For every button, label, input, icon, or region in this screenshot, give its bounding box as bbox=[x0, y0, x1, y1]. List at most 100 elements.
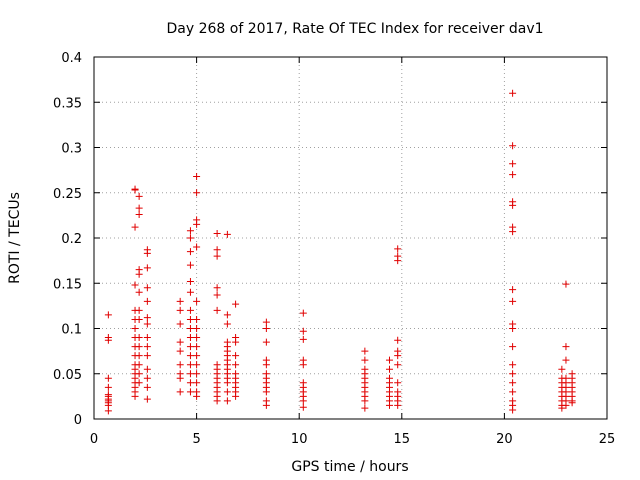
data-point bbox=[299, 403, 307, 411]
data-point bbox=[186, 248, 194, 256]
y-tick-label: 0 bbox=[74, 413, 82, 428]
data-point bbox=[135, 306, 143, 314]
y-tick-label: 0.25 bbox=[53, 187, 82, 202]
data-point bbox=[223, 388, 231, 396]
y-tick-label: 0.3 bbox=[61, 142, 82, 157]
data-point bbox=[232, 300, 240, 308]
data-point bbox=[299, 361, 307, 369]
data-point bbox=[143, 334, 151, 342]
data-point bbox=[394, 245, 402, 253]
data-point bbox=[213, 252, 221, 260]
data-point bbox=[186, 261, 194, 269]
data-point bbox=[131, 186, 139, 194]
data-point bbox=[186, 361, 194, 369]
chart-title: Day 268 of 2017, Rate Of TEC Index for r… bbox=[166, 21, 543, 37]
data-point bbox=[104, 383, 112, 391]
data-point bbox=[143, 374, 151, 382]
data-point bbox=[186, 315, 194, 323]
data-point bbox=[223, 379, 231, 387]
data-point bbox=[186, 288, 194, 296]
data-point bbox=[394, 352, 402, 360]
data-point bbox=[509, 388, 517, 396]
data-point bbox=[143, 320, 151, 328]
data-point bbox=[193, 334, 201, 342]
data-point bbox=[361, 347, 369, 355]
data-point bbox=[131, 325, 139, 332]
data-point bbox=[143, 343, 151, 351]
data-point bbox=[509, 297, 517, 305]
data-point bbox=[509, 89, 517, 97]
data-point bbox=[232, 392, 240, 400]
data-point bbox=[186, 370, 194, 378]
data-point bbox=[135, 379, 143, 387]
data-point bbox=[299, 309, 307, 317]
x-tick-label: 5 bbox=[192, 432, 200, 447]
data-point bbox=[213, 229, 221, 237]
data-point bbox=[135, 334, 143, 342]
data-point bbox=[135, 210, 143, 218]
data-point bbox=[131, 223, 139, 231]
data-point bbox=[143, 264, 151, 272]
data-point bbox=[394, 257, 402, 265]
data-point bbox=[186, 334, 194, 342]
data-point bbox=[223, 397, 231, 405]
data-point bbox=[135, 204, 143, 212]
x-tick-label: 15 bbox=[394, 432, 411, 447]
data-point bbox=[262, 338, 270, 346]
data-point bbox=[562, 280, 570, 288]
data-point bbox=[262, 325, 270, 332]
data-point bbox=[193, 370, 201, 378]
data-point bbox=[186, 343, 194, 351]
data-point bbox=[509, 361, 517, 369]
x-tick-label: 25 bbox=[599, 432, 616, 447]
data-point bbox=[104, 336, 112, 344]
y-tick-label: 0.15 bbox=[53, 277, 82, 292]
data-point bbox=[135, 352, 143, 360]
data-point bbox=[213, 306, 221, 314]
data-point bbox=[385, 356, 393, 364]
data-point bbox=[176, 347, 184, 355]
data-point bbox=[186, 277, 194, 285]
data-point bbox=[104, 311, 112, 319]
data-point bbox=[232, 338, 240, 346]
data-points bbox=[104, 89, 576, 415]
y-tick-label: 0.2 bbox=[61, 232, 82, 247]
data-point bbox=[186, 306, 194, 314]
data-point bbox=[176, 361, 184, 369]
data-point bbox=[299, 397, 307, 405]
data-point bbox=[223, 230, 231, 238]
axis-ticks: 0 5 10 15 20 25 0 0.05 0.1 0.15 0.2 0.25 0.3 0.35 0.4 bbox=[53, 51, 615, 447]
data-point bbox=[223, 311, 231, 319]
data-point bbox=[186, 388, 194, 396]
x-tick-label: 20 bbox=[496, 432, 513, 447]
data-point bbox=[131, 392, 139, 400]
data-point bbox=[213, 291, 221, 299]
data-point bbox=[385, 365, 393, 373]
data-point bbox=[143, 383, 151, 391]
data-point bbox=[262, 318, 270, 326]
data-point bbox=[568, 399, 576, 407]
data-point bbox=[394, 401, 402, 409]
data-point bbox=[143, 249, 151, 257]
data-point bbox=[135, 343, 143, 351]
data-point bbox=[193, 392, 201, 400]
x-axis-label: GPS time / hours bbox=[291, 459, 408, 475]
data-point bbox=[176, 374, 184, 382]
data-point bbox=[143, 297, 151, 305]
data-point bbox=[135, 192, 143, 200]
data-point bbox=[135, 288, 143, 296]
y-tick-label: 0.1 bbox=[61, 323, 82, 338]
data-point bbox=[193, 220, 201, 228]
data-point bbox=[394, 336, 402, 344]
data-point bbox=[361, 404, 369, 412]
data-point bbox=[509, 142, 517, 150]
data-point bbox=[509, 160, 517, 168]
data-point bbox=[361, 356, 369, 364]
data-point bbox=[562, 356, 570, 364]
data-point bbox=[262, 361, 270, 369]
data-point bbox=[104, 407, 112, 415]
data-point bbox=[394, 361, 402, 369]
data-point bbox=[143, 314, 151, 322]
data-point bbox=[135, 361, 143, 369]
